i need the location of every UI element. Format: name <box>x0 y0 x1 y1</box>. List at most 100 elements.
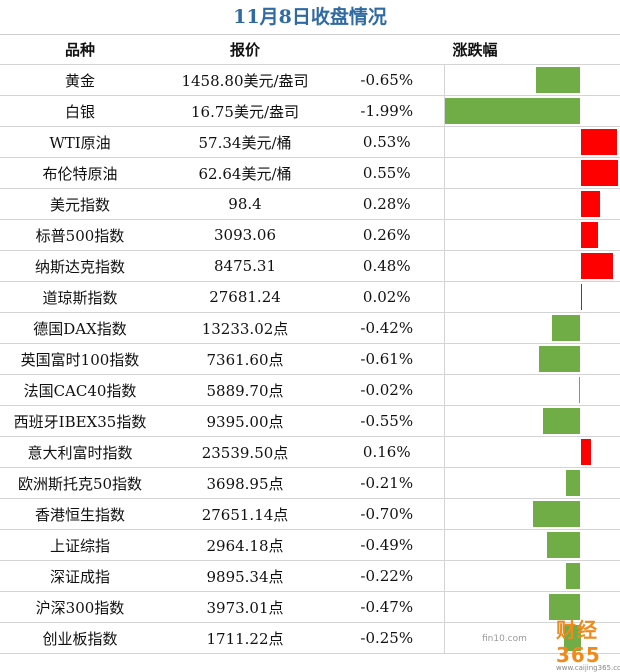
cell-price: 62.64美元/桶 <box>160 157 330 189</box>
table-header-row: 品种 报价 涨跌幅 <box>0 34 620 65</box>
cell-change-bar <box>443 498 620 530</box>
cell-change-percent: -0.65% <box>330 64 444 96</box>
cell-change-percent: -0.70% <box>330 498 444 530</box>
table-row: 标普500指数 3093.06 0.26% <box>0 219 620 251</box>
table-row: 道琼斯指数 27681.24 0.02% <box>0 281 620 313</box>
cell-change-percent: 0.28% <box>330 188 444 220</box>
cell-change-bar <box>443 219 620 251</box>
cell-price: 3698.95点 <box>160 467 330 499</box>
cell-price: 1711.22点 <box>160 622 330 654</box>
change-bar-up <box>580 222 599 248</box>
cell-change-percent: -0.22% <box>330 560 444 592</box>
cell-name: 道琼斯指数 <box>0 281 160 313</box>
change-bar-down <box>548 594 581 620</box>
cell-price: 9895.34点 <box>160 560 330 592</box>
cell-name: 英国富时100指数 <box>0 343 160 375</box>
cell-name: 上证综指 <box>0 529 160 561</box>
table-row: WTI原油 57.34美元/桶 0.53% <box>0 126 620 158</box>
cell-change-bar <box>443 188 620 220</box>
cell-price: 8475.31 <box>160 250 330 282</box>
change-bar-down <box>543 408 581 434</box>
cell-change-bar <box>443 529 620 561</box>
cell-name: 美元指数 <box>0 188 160 220</box>
table-row: 上证综指 2964.18点 -0.49% <box>0 529 620 561</box>
logo-text: 财经365 <box>556 618 601 667</box>
cell-price: 27651.14点 <box>160 498 330 530</box>
change-bar-up <box>580 439 592 465</box>
cell-name: 创业板指数 <box>0 622 160 654</box>
cell-change-percent: 0.26% <box>330 219 444 251</box>
table-row: 沪深300指数 3973.01点 -0.47% <box>0 591 620 623</box>
change-bar-down <box>551 315 581 341</box>
header-price: 报价 <box>160 34 330 65</box>
cell-change-percent: -0.47% <box>330 591 444 623</box>
cell-change-percent: 0.02% <box>330 281 444 313</box>
cell-change-percent: 0.16% <box>330 436 444 468</box>
market-close-table: 品种 报价 涨跌幅 黄金 1458.80美元/盎司 -0.65% 白银 16.75美元/… <box>0 34 620 654</box>
table-row: 西班牙IBEX35指数 9395.00点 -0.55% <box>0 405 620 437</box>
cell-price: 16.75美元/盎司 <box>160 95 330 127</box>
cell-price: 23539.50点 <box>160 436 330 468</box>
change-bar-down <box>547 532 581 558</box>
change-bar-up <box>580 191 600 217</box>
cell-change-bar <box>443 622 620 654</box>
header-change: 涨跌幅 <box>330 34 620 65</box>
table-row: 英国富时100指数 7361.60点 -0.61% <box>0 343 620 375</box>
table-row: 法国CAC40指数 5889.70点 -0.02% <box>0 374 620 406</box>
cell-change-bar <box>443 467 620 499</box>
table-row: 欧洲斯托克50指数 3698.95点 -0.21% <box>0 467 620 499</box>
cell-change-bar <box>443 126 620 158</box>
cell-price: 98.4 <box>160 188 330 220</box>
cell-name: 意大利富时指数 <box>0 436 160 468</box>
cell-change-bar <box>443 281 620 313</box>
cell-change-bar <box>443 405 620 437</box>
cell-name: 标普500指数 <box>0 219 160 251</box>
header-name: 品种 <box>0 34 160 65</box>
cell-name: 德国DAX指数 <box>0 312 160 344</box>
cell-name: 黄金 <box>0 64 160 96</box>
cell-change-bar <box>443 64 620 96</box>
change-bar-down <box>445 98 581 124</box>
change-bar-up <box>580 253 614 279</box>
table-row: 德国DAX指数 13233.02点 -0.42% <box>0 312 620 344</box>
cell-change-bar <box>443 250 620 282</box>
watermark-site: fin10.com <box>482 634 527 644</box>
table-row: 布伦特原油 62.64美元/桶 0.55% <box>0 157 620 189</box>
table-row: 意大利富时指数 23539.50点 0.16% <box>0 436 620 468</box>
table-row: 深证成指 9895.34点 -0.22% <box>0 560 620 592</box>
cell-price: 3093.06 <box>160 219 330 251</box>
cell-price: 9395.00点 <box>160 405 330 437</box>
cell-change-bar <box>443 560 620 592</box>
change-bar-up <box>580 129 617 155</box>
cell-change-bar <box>443 436 620 468</box>
table-row: 美元指数 98.4 0.28% <box>0 188 620 220</box>
logo-subtext: www.caijing365.com <box>556 664 620 672</box>
change-bar-down <box>566 470 581 496</box>
cell-change-bar <box>443 591 620 623</box>
cell-name: 纳斯达克指数 <box>0 250 160 282</box>
change-bar-down <box>579 377 581 403</box>
table-row: 黄金 1458.80美元/盎司 -0.65% <box>0 64 620 96</box>
cell-change-bar <box>443 312 620 344</box>
change-bar-down <box>536 67 581 93</box>
cell-change-bar <box>443 374 620 406</box>
change-bar-up <box>580 284 582 310</box>
cell-change-bar <box>443 157 620 189</box>
cell-change-percent: -0.55% <box>330 405 444 437</box>
cell-price: 27681.24 <box>160 281 330 313</box>
cell-change-percent: -0.42% <box>330 312 444 344</box>
cell-price: 5889.70点 <box>160 374 330 406</box>
cell-name: 深证成指 <box>0 560 160 592</box>
cell-name: 欧洲斯托克50指数 <box>0 467 160 499</box>
table-row: 创业板指数 1711.22点 -0.25% <box>0 622 620 654</box>
cell-change-percent: -0.21% <box>330 467 444 499</box>
cell-price: 7361.60点 <box>160 343 330 375</box>
change-bar-down <box>532 501 581 527</box>
cell-price: 3973.01点 <box>160 591 330 623</box>
cell-change-percent: -0.49% <box>330 529 444 561</box>
cell-change-percent: -0.02% <box>330 374 444 406</box>
cell-change-percent: 0.53% <box>330 126 444 158</box>
change-bar-down <box>539 346 581 372</box>
table-row: 纳斯达克指数 8475.31 0.48% <box>0 250 620 282</box>
cell-name: 西班牙IBEX35指数 <box>0 405 160 437</box>
